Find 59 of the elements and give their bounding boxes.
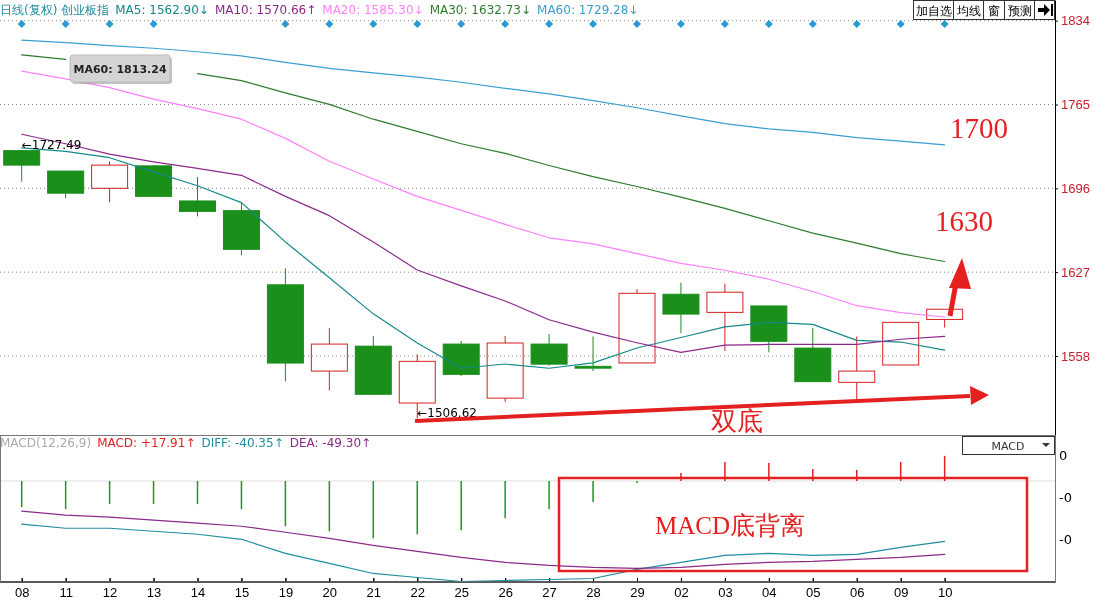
chart-title: MACD(12,26,9) xyxy=(0,436,92,450)
x-tick-label: 14 xyxy=(190,584,206,600)
candlestick xyxy=(838,335,876,400)
x-tick-label: 22 xyxy=(410,584,425,600)
annotation: 1630 xyxy=(935,205,993,237)
text: DIFF: -40.35↑ xyxy=(201,436,284,450)
candlestick xyxy=(706,283,744,352)
x-tick-label: 08 xyxy=(14,584,30,600)
y-tick-label: 1696 xyxy=(1061,180,1090,196)
text: -0 xyxy=(1059,532,1072,547)
chart-title: 日线(复权) 创业板指 xyxy=(0,3,110,17)
annotation: 1700 xyxy=(950,112,1008,144)
candlestick xyxy=(662,282,700,334)
candlestick xyxy=(926,308,964,329)
x-tick-label: 25 xyxy=(454,584,469,600)
x-tick-label: 11 xyxy=(59,584,73,600)
text: MA30: 1632.73↓ xyxy=(429,3,532,17)
x-tick-label: 19 xyxy=(278,584,294,600)
text: MA5: 1562.90↓ xyxy=(115,3,209,17)
annotation: 均线 xyxy=(955,4,981,18)
text: MA20: 1585.30↓ xyxy=(322,3,424,17)
text: MACD xyxy=(991,440,1025,453)
annotation: MACD底背离 xyxy=(655,512,806,539)
x-tick-label: 03 xyxy=(718,584,733,600)
x-tick-label: 29 xyxy=(630,584,645,600)
text: -0 xyxy=(1059,490,1072,505)
annotation: 双底 xyxy=(711,407,763,436)
candlestick xyxy=(530,333,568,367)
y-tick-label: 1834 xyxy=(1061,13,1090,29)
x-tick-label: 04 xyxy=(762,584,777,600)
x-tick-label: 02 xyxy=(674,584,689,600)
candlestick xyxy=(310,327,348,391)
candlestick xyxy=(574,335,612,372)
text: MA10: 1570.66↑ xyxy=(214,3,317,17)
x-tick-label: 12 xyxy=(102,584,118,600)
y-tick-label: 1627 xyxy=(1061,264,1090,280)
y-tick-label: 1558 xyxy=(1061,348,1090,364)
x-tick-label: 09 xyxy=(893,584,909,600)
x-tick-label: 28 xyxy=(586,584,601,600)
x-tick-label: 20 xyxy=(322,584,338,600)
annotation: MA60: 1813.24 xyxy=(73,63,167,76)
text: DEA: -49.30↑ xyxy=(289,436,372,450)
x-tick-label: 15 xyxy=(234,584,250,600)
x-tick-label: 13 xyxy=(146,584,162,600)
candlestick xyxy=(266,267,304,382)
text: 预测 xyxy=(1007,4,1032,18)
text: MA60: 1729.28↓ xyxy=(537,3,639,17)
x-tick-label: 27 xyxy=(542,584,557,600)
candlestick xyxy=(750,305,788,353)
text: 窗 xyxy=(988,4,1000,18)
annotation: 加自选 xyxy=(915,4,952,18)
x-tick-label: 26 xyxy=(498,584,513,600)
text: 0 xyxy=(1059,448,1068,463)
y-tick-label: 1765 xyxy=(1061,97,1090,113)
text: MACD: +17.91↑ xyxy=(97,436,196,450)
x-tick-label: 06 xyxy=(850,584,865,600)
x-tick-label: 21 xyxy=(366,584,382,600)
x-tick-label: 10 xyxy=(937,584,953,600)
x-tick-label: 05 xyxy=(806,584,821,600)
